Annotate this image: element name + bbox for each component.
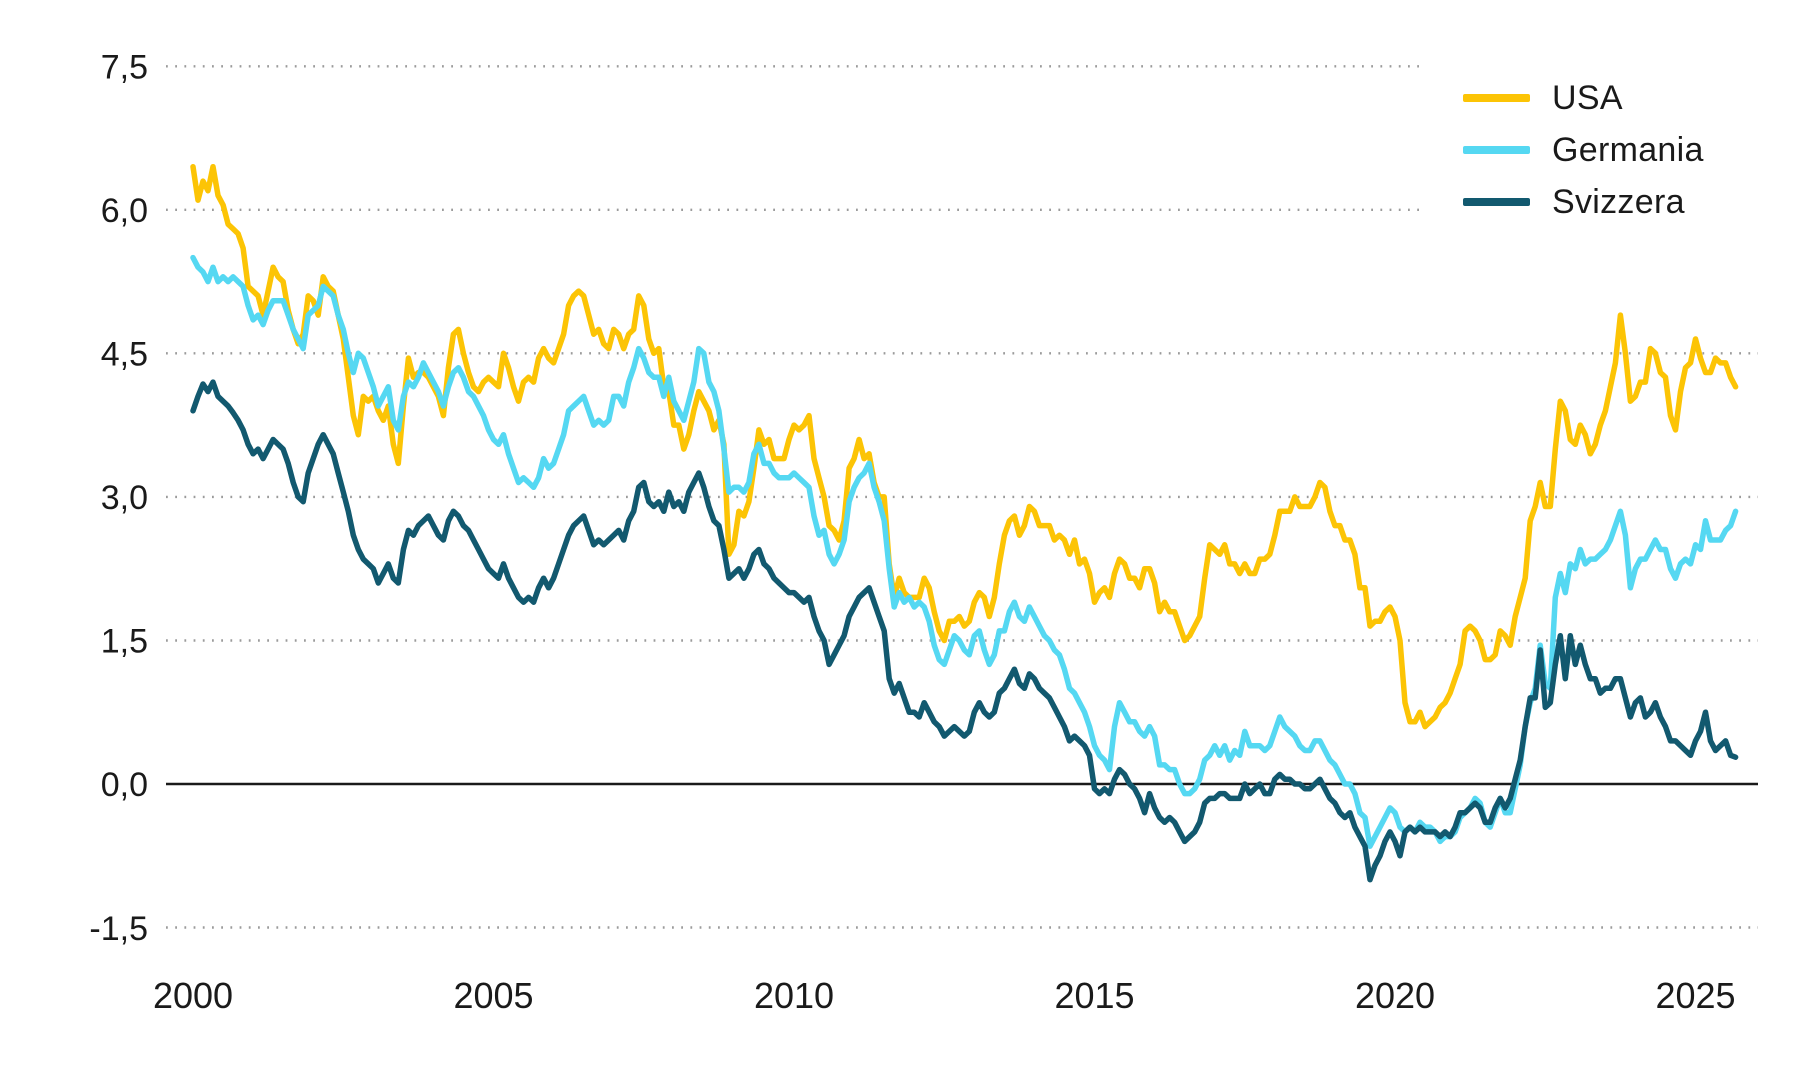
y-tick-label: 0,0 [101,766,148,804]
series-line-germania [190,254,1739,849]
legend-swatch-germania [1463,146,1530,154]
legend-label-usa: USA [1552,78,1623,117]
x-tick-label: 2010 [754,975,834,1016]
legend-swatch-usa [1463,94,1530,102]
y-tick-label: 7,5 [101,49,148,87]
series-line-svizzera [190,379,1739,883]
y-tick-label: 6,0 [101,192,148,230]
legend-label-svizzera: Svizzera [1552,182,1685,221]
legend-item-germania: Germania [1463,124,1704,176]
y-tick-label: 4,5 [101,336,148,374]
legend-item-svizzera: Svizzera [1463,176,1704,228]
x-tick-label: 2005 [453,975,533,1016]
legend: USA Germania Svizzera [1463,72,1704,228]
x-tick-label: 2020 [1355,975,1435,1016]
x-tick-label: 2025 [1655,975,1735,1016]
x-tick-label: 2015 [1054,975,1134,1016]
legend-swatch-svizzera [1463,198,1530,206]
y-tick-label: 3,0 [101,479,148,517]
x-tick-label: 2000 [153,975,233,1016]
legend-label-germania: Germania [1552,130,1704,169]
series-line-usa [190,163,1739,730]
legend-item-usa: USA [1463,72,1704,124]
y-tick-label: 1,5 [101,623,148,661]
y-tick-label: -1,5 [89,910,148,948]
